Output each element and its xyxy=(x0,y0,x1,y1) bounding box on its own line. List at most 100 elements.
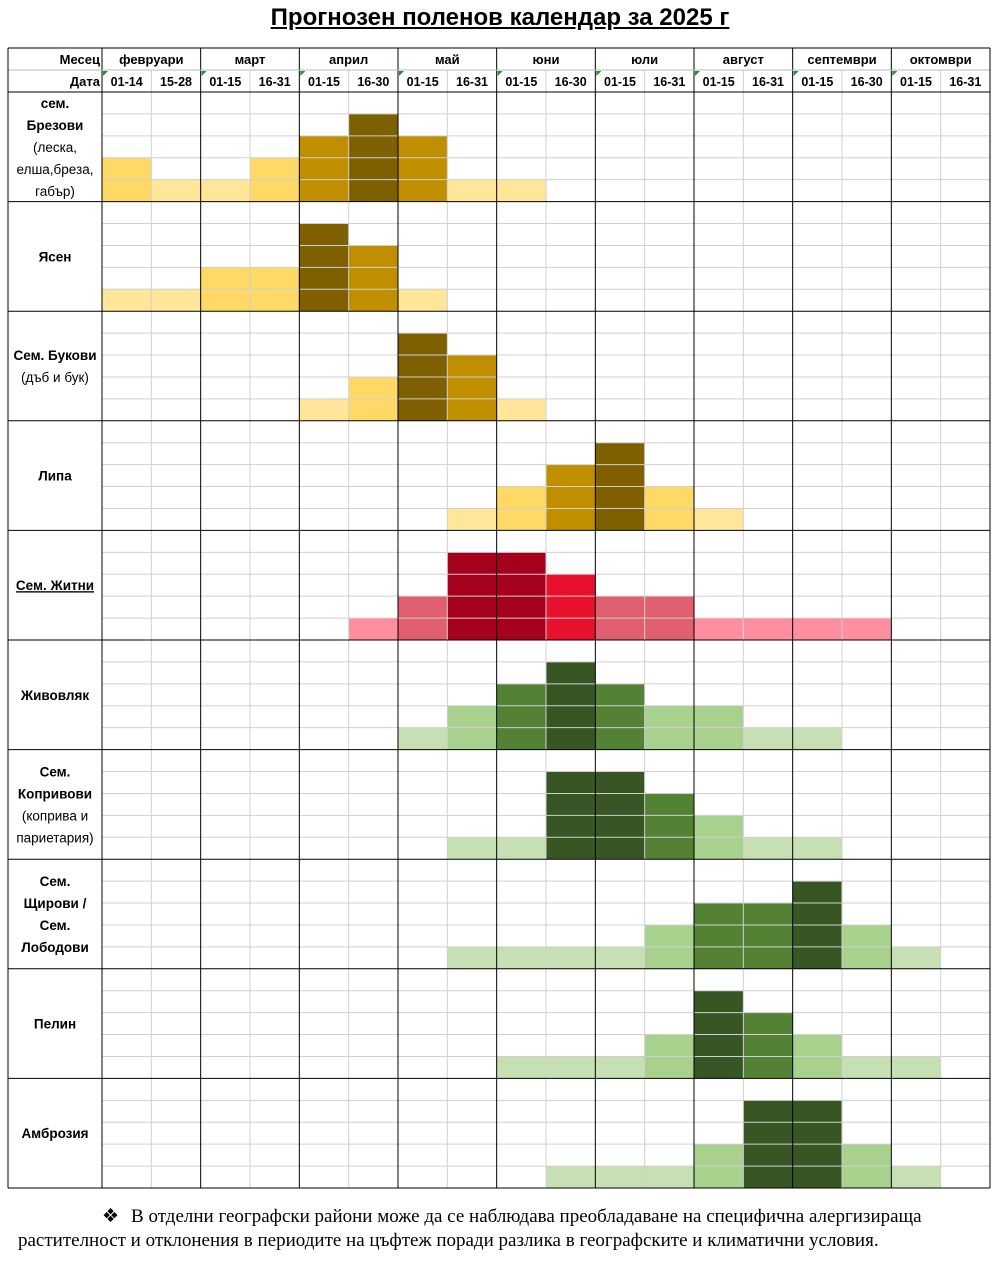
period-label: 16-30 xyxy=(555,75,587,89)
period-label: 01-15 xyxy=(604,75,636,89)
bar-9-16 xyxy=(842,1056,892,1079)
green-corner-icon xyxy=(793,71,799,76)
bar-8-11 xyxy=(595,946,645,969)
green-corner-icon xyxy=(695,71,700,76)
period-label: 01-15 xyxy=(505,75,537,89)
green-corner-icon xyxy=(596,71,602,76)
pollen-calendar-chart: Месец Дата февруари 01-14 15-28 март 01-15 16-3… xyxy=(7,47,991,1189)
bar-1-5 xyxy=(299,135,349,202)
series-label: Лободови xyxy=(21,940,89,955)
bar-9-10 xyxy=(546,1056,596,1079)
bar-9-17 xyxy=(891,1056,941,1079)
series-label: сем. xyxy=(41,96,70,111)
series-label: Сем. xyxy=(40,918,71,933)
period-label: 01-15 xyxy=(407,75,439,89)
series-label: Сем. xyxy=(40,874,71,889)
bar-1-8 xyxy=(447,179,497,202)
bar-10-11 xyxy=(595,1166,645,1188)
series-label: (коприва и xyxy=(22,808,88,823)
green-corner-icon xyxy=(399,71,404,76)
green-corner-icon xyxy=(300,71,306,76)
series-label: париетария) xyxy=(16,830,93,845)
series-label: Ясен xyxy=(39,249,72,264)
series-label: (леска, xyxy=(33,140,77,155)
bar-1-9 xyxy=(496,179,546,202)
bar-7-12 xyxy=(644,793,694,860)
bar-7-15 xyxy=(792,837,842,860)
period-label: 16-30 xyxy=(851,75,883,89)
bar-10-17 xyxy=(891,1166,941,1188)
bar-2-1 xyxy=(102,289,152,312)
bar-10-12 xyxy=(644,1166,694,1188)
period-label: 01-15 xyxy=(308,75,340,89)
period-label: 16-31 xyxy=(653,75,685,89)
diamond-bullet-icon: ❖ xyxy=(102,1206,120,1227)
series-label: Пелин xyxy=(34,1017,76,1032)
period-label: 01-15 xyxy=(801,75,833,89)
bar-8-17 xyxy=(891,946,941,969)
series-label: (дъб и бук) xyxy=(21,370,89,385)
period-label: 01-14 xyxy=(111,75,143,89)
bar-9-14 xyxy=(743,1012,793,1079)
series-label: Живовляк xyxy=(20,688,89,703)
bar-2-2 xyxy=(151,289,201,312)
bar-3-5 xyxy=(299,398,349,421)
series-label: Копривови xyxy=(18,786,92,801)
bar-8-14 xyxy=(743,903,793,969)
bar-5-16 xyxy=(842,618,892,640)
month-label: февруари xyxy=(119,52,183,67)
bar-6-15 xyxy=(792,727,842,750)
bar-9-11 xyxy=(595,1056,645,1079)
bar-6-9 xyxy=(496,683,546,750)
bar-8-8 xyxy=(447,946,497,969)
month-label: април xyxy=(329,52,368,67)
bar-4-8 xyxy=(447,508,497,531)
bar-8-10 xyxy=(546,946,596,969)
bar-6-7 xyxy=(398,727,448,750)
period-label: 16-31 xyxy=(259,75,291,89)
series-label: Сем. Житни xyxy=(16,578,94,593)
period-label: 16-31 xyxy=(949,75,981,89)
period-label: 01-15 xyxy=(703,75,735,89)
month-label: юли xyxy=(631,52,658,67)
bar-7-8 xyxy=(447,837,497,860)
green-corner-icon xyxy=(892,71,898,76)
bar-8-13 xyxy=(694,903,744,969)
period-label: 01-15 xyxy=(900,75,932,89)
bar-3-8 xyxy=(447,355,497,421)
series-label: Амброзия xyxy=(21,1126,88,1141)
bar-10-10 xyxy=(546,1166,596,1188)
bar-2-6 xyxy=(348,245,398,312)
bar-1-3 xyxy=(200,179,250,202)
month-label: март xyxy=(235,52,266,67)
bar-1-2 xyxy=(151,179,201,202)
month-label: август xyxy=(723,52,764,67)
bar-5-10 xyxy=(546,574,596,640)
bar-8-9 xyxy=(496,946,546,969)
month-label: септември xyxy=(807,52,876,67)
series-label: Брезови xyxy=(27,118,84,133)
period-label: 16-31 xyxy=(456,75,488,89)
date-header-label: Дата xyxy=(70,74,101,89)
green-corner-icon xyxy=(497,71,503,76)
bar-4-10 xyxy=(546,464,596,531)
period-label: 15-28 xyxy=(160,75,192,89)
green-corner-icon xyxy=(201,71,207,76)
footnote-text: В отделни географски райони може да се н… xyxy=(18,1206,922,1251)
period-label: 01-15 xyxy=(209,75,241,89)
bar-5-15 xyxy=(792,618,842,640)
month-label: юни xyxy=(533,52,560,67)
series-label: елша,бреза, xyxy=(17,162,94,177)
bar-7-9 xyxy=(496,837,546,860)
series-label: Щирови / xyxy=(24,896,87,911)
bar-2-7 xyxy=(398,289,448,312)
bar-1-7 xyxy=(398,135,448,202)
month-header-label: Месец xyxy=(60,52,100,67)
footnote: ❖ В отделни географски райони може да се … xyxy=(18,1205,978,1253)
bar-5-14 xyxy=(743,618,793,640)
bar-9-9 xyxy=(496,1056,546,1079)
page-title: Прогнозен поленов календар за 2025 г xyxy=(270,4,730,31)
bar-6-14 xyxy=(743,727,793,750)
bar-6-11 xyxy=(595,683,645,750)
bar-7-14 xyxy=(743,837,793,860)
